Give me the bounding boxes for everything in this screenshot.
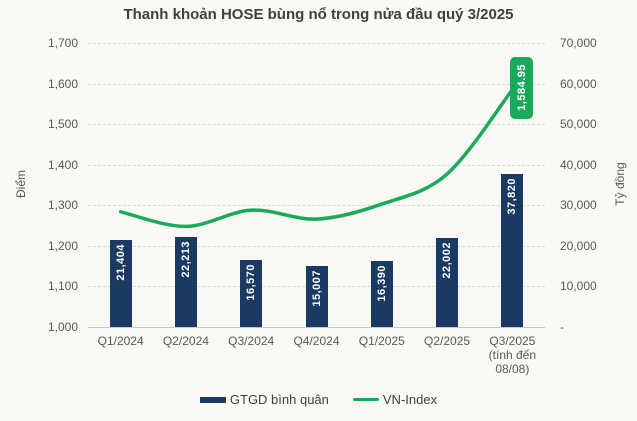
right-axis-tick: 30,000 [560,198,597,213]
bar-gtgd-bình-quân: 16,390 [370,260,393,327]
left-axis-tick: 1,200 [47,238,78,253]
bar-data-label: 15,007 [310,270,323,307]
right-axis-tick: 40,000 [560,157,597,172]
line-end-value: 1,584.95 [515,64,528,112]
x-axis-label: Q3/2024 [228,334,275,348]
right-axis-tick: 50,000 [560,117,597,132]
bar-gtgd-bình-quân: 16,570 [240,259,263,327]
right-axis-tick: - [560,320,564,334]
x-axis-label: Q2/2024 [162,334,209,348]
x-axis-label: Q4/2024 [293,334,340,348]
bar-data-label: 22,213 [179,240,192,278]
gridline [88,43,545,44]
bar-data-label: 16,390 [375,264,388,302]
bar-gtgd-bình-quân: 22,213 [174,236,197,327]
right-axis-tick: 10,000 [560,279,597,294]
legend-item: GTGD bình quân [199,392,329,407]
left-axis-tick: 1,500 [47,117,78,132]
left-axis-title: Điểm [14,170,28,199]
right-axis-tick: 70,000 [560,36,597,50]
bar-data-label: 37,820 [506,177,519,215]
left-axis-tick: 1,300 [47,198,78,213]
x-axis-label: Q2/2025 [424,334,471,348]
left-axis-tick: 1,600 [47,76,78,91]
bar-gtgd-bình-quân: 21,404 [109,240,132,327]
bar-data-label: 21,404 [114,244,127,281]
legend-item: VN-Index [352,392,438,407]
x-axis-label: Q1/2024 [97,334,144,348]
legend-bar-swatch [199,396,226,403]
bar-gtgd-bình-quân: 37,820 [501,173,524,327]
legend-line-swatch [352,397,379,402]
right-axis-tick: 60,000 [560,76,597,91]
legend-label: GTGD bình quân [229,392,329,407]
line-end-value-callout: 1,584.95 [510,56,534,119]
x-axis-label: Q1/2025 [358,334,405,348]
chart-title: Thanh khoản HOSE bùng nổ trong nửa đầu q… [123,6,514,23]
bar-gtgd-bình-quân: 15,007 [305,266,328,327]
gridline [88,245,545,247]
left-axis-tick: 1,700 [47,36,78,50]
legend: GTGD bình quân VN-Index [0,392,637,407]
gridline [88,83,545,85]
x-axis-label: Q3/2025 (tính đến 08/08) [488,334,537,376]
bar-data-label: 22,002 [441,241,454,279]
left-axis-tick: 1,100 [47,279,78,294]
right-axis-tick: 20,000 [560,238,597,253]
gridline [88,164,545,166]
legend-label: VN-Index [382,392,438,407]
gridline [88,124,545,126]
x-axis-line [88,327,545,328]
left-axis-tick: 1,400 [47,157,78,172]
bar-data-label: 16,570 [245,263,258,301]
left-axis-tick: 1,000 [47,320,78,334]
gridline [88,205,545,207]
bar-gtgd-bình-quân: 22,002 [436,237,459,327]
